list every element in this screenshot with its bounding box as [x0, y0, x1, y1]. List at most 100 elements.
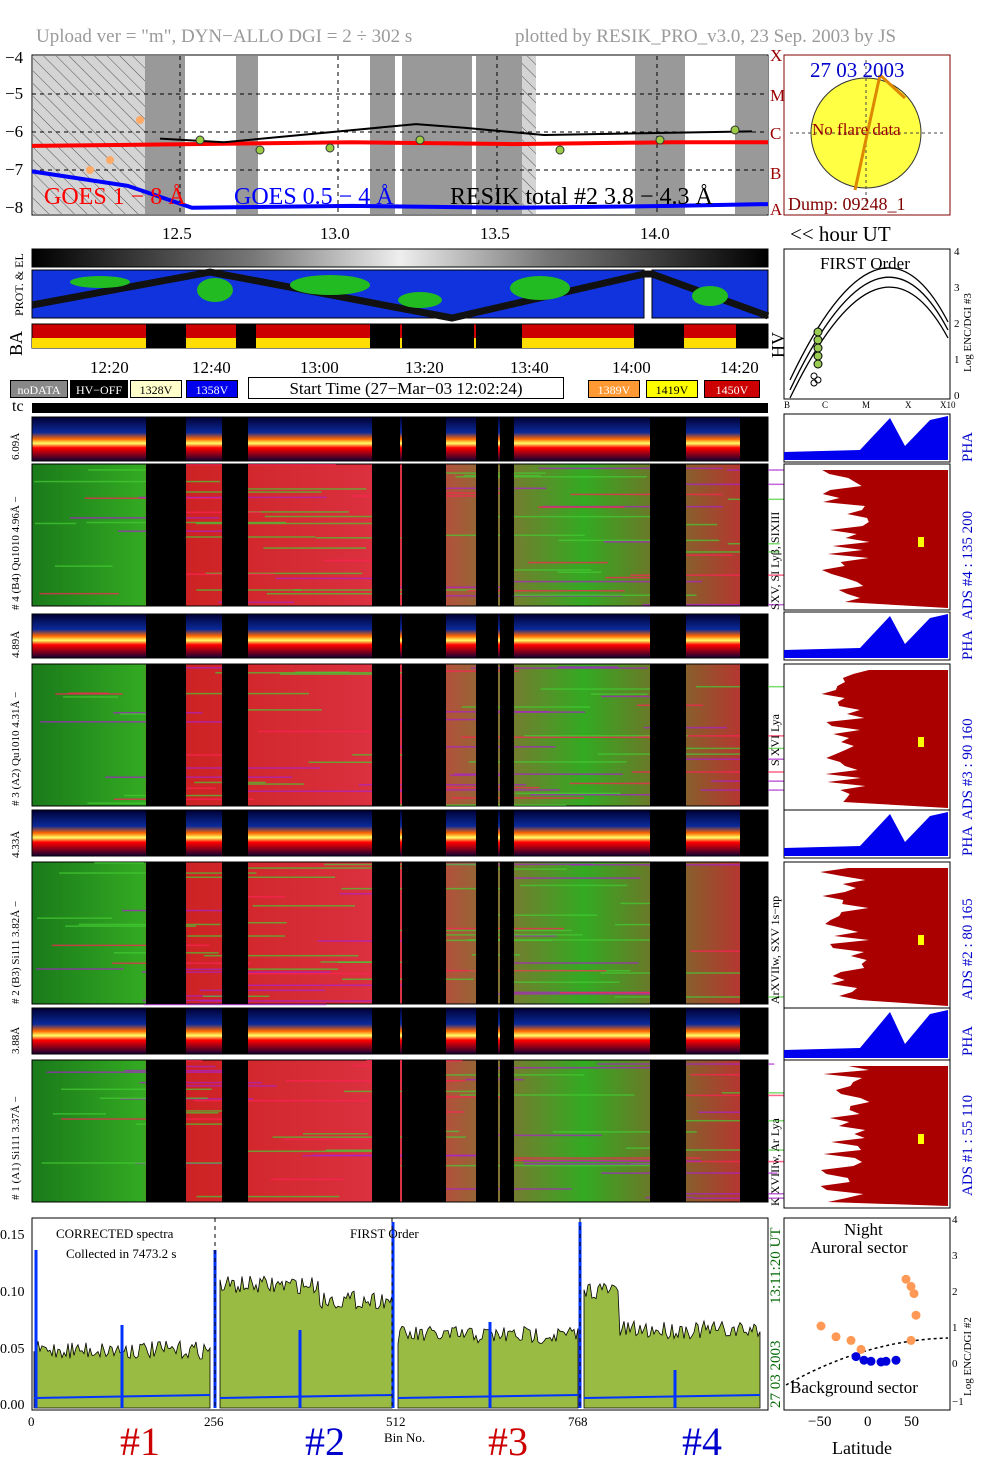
goes-ytick-4: −7: [5, 160, 24, 179]
spectrogram-line: [86, 521, 286, 524]
hv-off-pha: [372, 614, 400, 658]
hv-off-pha: [740, 614, 768, 658]
pha-histogram-1: [784, 614, 948, 658]
hv-off-pha: [740, 1008, 768, 1054]
hv-off-pha: [222, 417, 248, 461]
ba-off: [634, 324, 684, 348]
spectrogram-line: [558, 539, 720, 542]
lat-point-0: [906, 1335, 916, 1345]
goes-ytick-1: −4: [5, 48, 24, 67]
continents: [70, 275, 728, 308]
spectrogram-line: [538, 506, 625, 508]
ba-off: [236, 324, 256, 348]
spectrogram-line: [34, 480, 221, 483]
hv-off-spec: [222, 862, 248, 1004]
spectrogram-line: [51, 944, 210, 947]
hv-off-spec: [372, 1060, 400, 1202]
spectrogram-line: [39, 592, 120, 595]
spectrogram-line: [61, 1088, 212, 1091]
spectrogram-line: [258, 730, 376, 733]
fo-xtick-m: M: [862, 400, 871, 410]
spectrogram-line: [515, 792, 621, 795]
spectrogram-panels: [31, 416, 920, 1203]
class-b: B: [770, 164, 782, 183]
hv-off-spec: [222, 464, 248, 606]
spectrogram-line: [482, 711, 586, 713]
spectrogram-line: [468, 939, 652, 941]
hv-off-pha: [500, 1008, 514, 1054]
spectrogram-line: [393, 1096, 501, 1098]
spectrogram-line: [471, 667, 648, 669]
spectrogram-line: [492, 1066, 666, 1069]
pha-histogram-3: [784, 1010, 948, 1058]
spectrogram-line: [139, 1081, 262, 1084]
time-tick-7: 14:20: [720, 358, 759, 377]
spectrogram-line: [509, 1157, 701, 1159]
tc-label: tc: [12, 398, 24, 415]
spectrogram-line: [69, 517, 220, 519]
spectrogram-line: [196, 589, 302, 591]
hv-off-spec: [146, 664, 186, 806]
hv-off-pha: [740, 417, 768, 461]
spectrogram-line: [136, 1123, 242, 1125]
ch4-main-label: # 4 (B4) Qu1010 4.96Å −: [10, 496, 22, 610]
hv-off-pha: [222, 614, 248, 658]
spectrogram-line: [522, 1160, 701, 1162]
resik-point: [325, 143, 335, 153]
hv-off-pha: [476, 417, 498, 461]
lat-xlabel: Latitude: [832, 1438, 892, 1458]
spectrogram-line: [41, 1162, 236, 1164]
hv-off-pha: [500, 614, 514, 658]
fo-ytick-0: 0: [954, 390, 960, 402]
spectrogram-line: [590, 693, 648, 695]
legend-hv-off: HV−OFF: [70, 380, 128, 398]
spectrogram-line: [542, 505, 723, 508]
fo-xtick-b: B: [784, 400, 791, 410]
legend-1328v: 1328V: [130, 380, 182, 398]
hv-off-spec: [650, 464, 686, 606]
spectrogram-line: [455, 476, 647, 478]
lat-ytick-2: 2: [952, 1286, 958, 1298]
resik-point: [415, 135, 425, 145]
spectrogram-line: [323, 559, 374, 562]
spectrogram-line: [105, 776, 293, 778]
class-x: X: [770, 46, 783, 65]
ch3-lines: S XVI Lya: [768, 714, 782, 766]
spectrogram-line: [63, 696, 119, 698]
spectrogram-line: [497, 515, 685, 518]
hv-off-spec: [650, 1060, 686, 1202]
spectrogram-line: [603, 541, 683, 543]
spectrum-bg-line-3: [583, 1394, 761, 1399]
spectrogram-line: [507, 962, 639, 964]
hv-off-spec: [402, 1060, 446, 1202]
spectrogram-line: [40, 721, 240, 723]
lat-point-1: [851, 1352, 861, 1362]
pha-histogram-2: [784, 812, 948, 856]
resik-point: [86, 166, 94, 174]
time-tick-4: 13:20: [405, 358, 444, 377]
goes-series-2: [159, 123, 753, 144]
spectrogram-line: [459, 1094, 635, 1096]
lat-ytick-3: 3: [952, 1250, 958, 1262]
ba-off: [370, 324, 400, 348]
hv-off-spec: [372, 464, 400, 606]
spectrogram-line: [244, 783, 304, 785]
ads-histogram-3: [820, 1066, 948, 1206]
hv-off-spec: [476, 664, 498, 806]
spectrogram-line: [527, 561, 608, 564]
ads-2: ADS #2 : 80 165: [960, 898, 976, 1000]
hv-off-spec: [650, 664, 686, 806]
hv-off-spec: [500, 464, 514, 606]
spectrogram-line: [199, 989, 325, 992]
spectrogram-line: [467, 589, 625, 592]
spectrogram-line: [496, 868, 567, 870]
spectrogram-line: [666, 1119, 808, 1122]
spectrogram-line: [513, 594, 697, 597]
spec-ytick-000: 0.00: [0, 1398, 25, 1413]
spectrum-legend-2: Collected in 7473.2 s: [66, 1246, 177, 1261]
hv-off-spec: [372, 664, 400, 806]
lat-point-0: [856, 1344, 866, 1354]
legend-goes-1-8: GOES 1 − 8 Å: [44, 184, 186, 210]
spectrogram-line: [205, 572, 363, 575]
